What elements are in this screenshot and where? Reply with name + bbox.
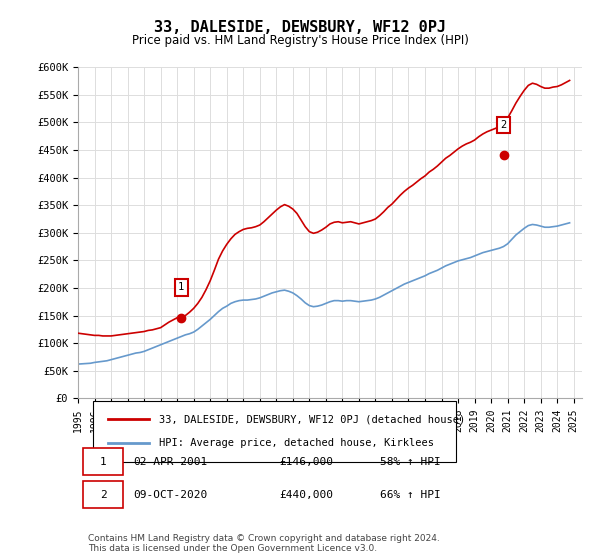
Text: Price paid vs. HM Land Registry's House Price Index (HPI): Price paid vs. HM Land Registry's House … <box>131 34 469 46</box>
Text: 58% ↑ HPI: 58% ↑ HPI <box>380 456 441 466</box>
FancyBboxPatch shape <box>83 448 124 475</box>
Text: 33, DALESIDE, DEWSBURY, WF12 0PJ (detached house): 33, DALESIDE, DEWSBURY, WF12 0PJ (detach… <box>158 414 465 424</box>
Text: 09-OCT-2020: 09-OCT-2020 <box>133 489 208 500</box>
Text: 66% ↑ HPI: 66% ↑ HPI <box>380 489 441 500</box>
Text: £440,000: £440,000 <box>280 489 334 500</box>
FancyBboxPatch shape <box>93 402 456 461</box>
Text: 02-APR-2001: 02-APR-2001 <box>133 456 208 466</box>
Text: 33, DALESIDE, DEWSBURY, WF12 0PJ: 33, DALESIDE, DEWSBURY, WF12 0PJ <box>154 20 446 35</box>
Text: 2: 2 <box>100 489 107 500</box>
Text: £146,000: £146,000 <box>280 456 334 466</box>
Text: Contains HM Land Registry data © Crown copyright and database right 2024.
This d: Contains HM Land Registry data © Crown c… <box>88 534 440 553</box>
Text: 1: 1 <box>100 456 107 466</box>
Text: 1: 1 <box>178 282 184 292</box>
FancyBboxPatch shape <box>83 481 124 508</box>
Text: HPI: Average price, detached house, Kirklees: HPI: Average price, detached house, Kirk… <box>158 438 434 449</box>
Text: 2: 2 <box>500 120 506 130</box>
